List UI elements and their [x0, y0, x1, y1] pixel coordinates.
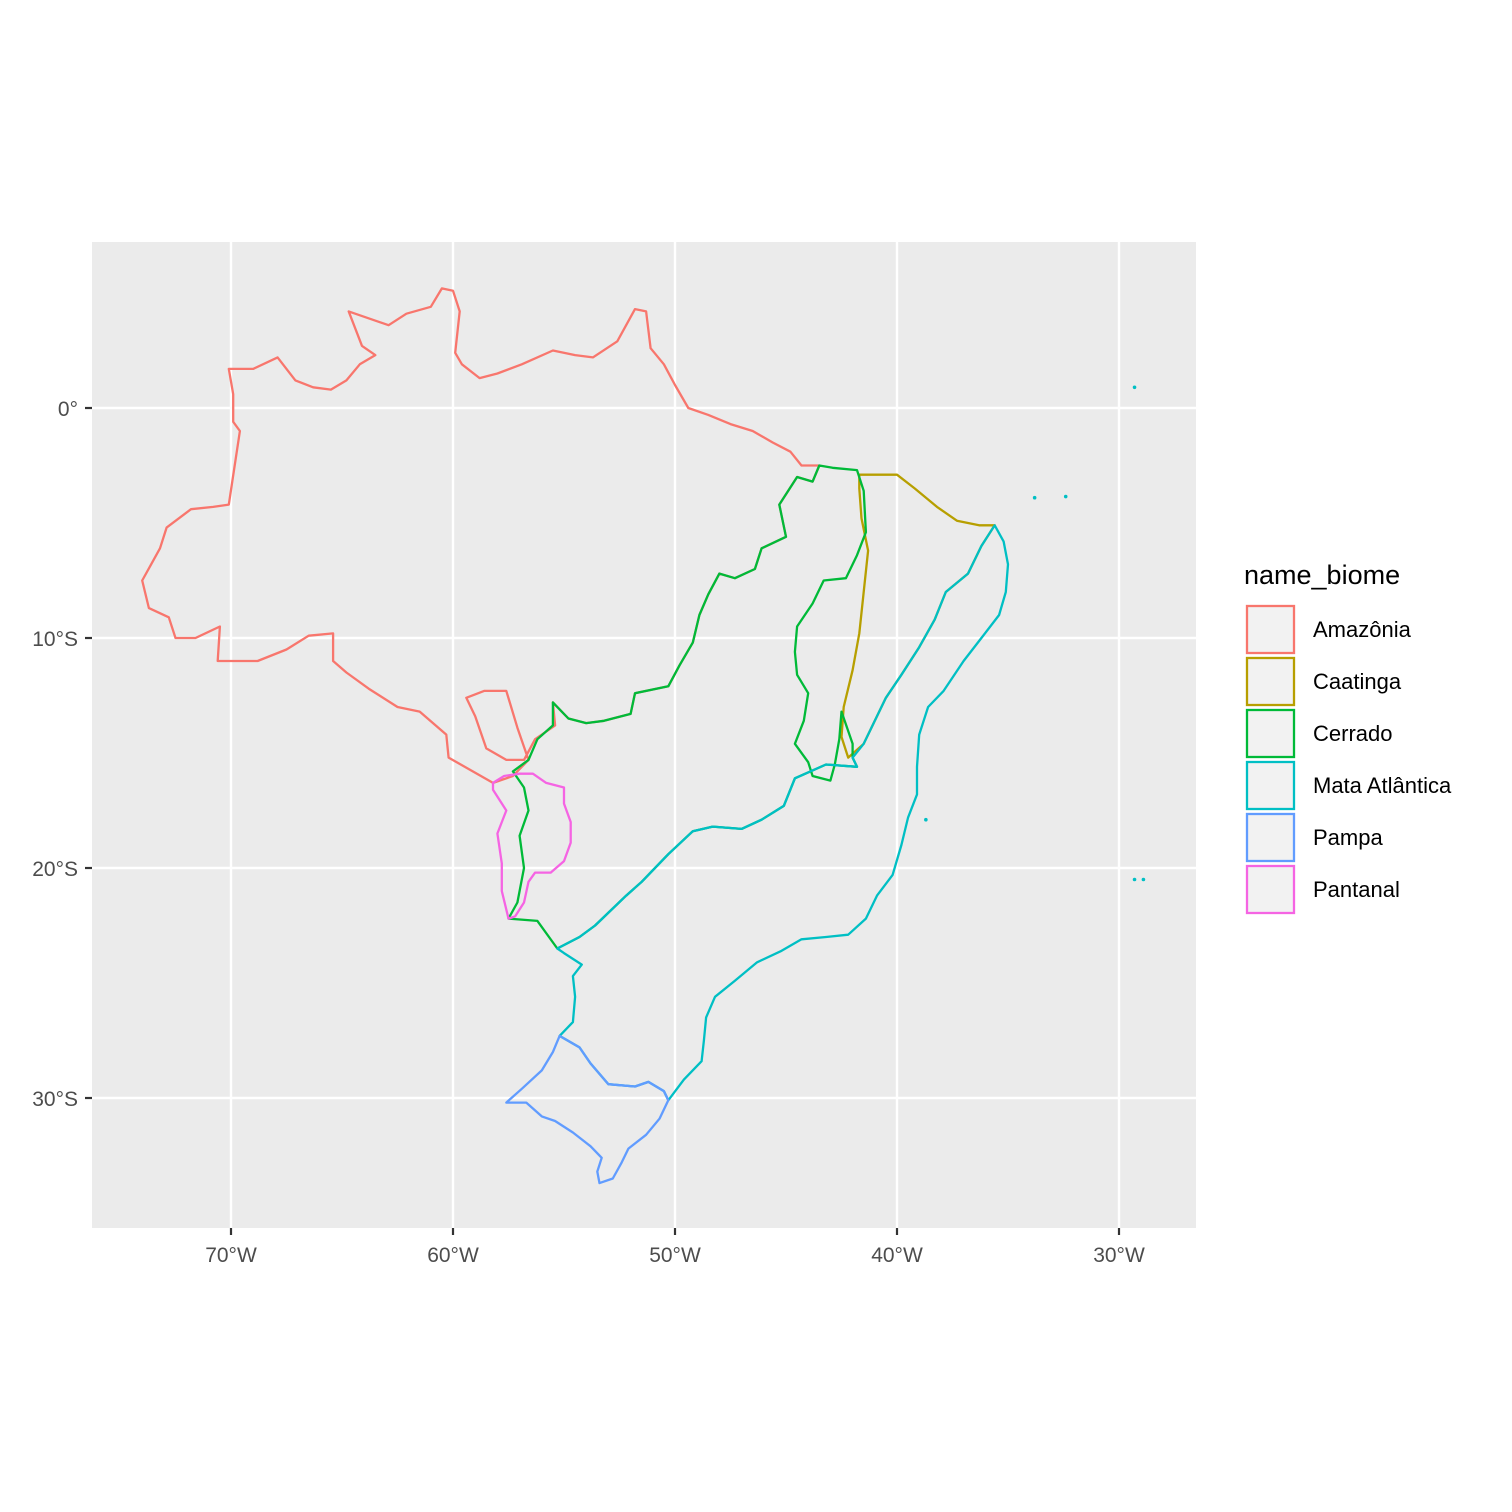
legend-key	[1245, 604, 1296, 655]
legend-label: Pantanal	[1313, 877, 1400, 902]
x-axis-tick-label: 60°W	[427, 1244, 479, 1267]
island-marker	[1141, 877, 1146, 882]
legend-items: Amazônia Caatinga Cerrado Mata Atlântica Pam…	[1245, 604, 1452, 915]
panel-background	[92, 242, 1196, 1228]
island-marker	[1132, 877, 1137, 882]
y-axis-tick-label: 10°S	[32, 628, 78, 651]
gridlines	[92, 242, 1196, 1228]
legend-key	[1245, 656, 1296, 707]
y-axis-tick-label: 0°	[58, 398, 78, 421]
island-marker	[1032, 495, 1037, 500]
y-axis-tick-label: 30°S	[32, 1088, 78, 1111]
legend-key	[1245, 864, 1296, 915]
legend: name_biome Amazônia Caatinga Cerrado Mata A…	[1244, 560, 1452, 915]
legend-key	[1245, 708, 1296, 759]
x-axis-tick-label: 50°W	[649, 1244, 701, 1267]
island-marker	[924, 817, 928, 822]
legend-label: Cerrado	[1313, 721, 1392, 746]
island-marker	[1132, 385, 1137, 390]
biome-outline-pampa	[505, 1034, 670, 1185]
x-axis-tick-label: 30°W	[1093, 1244, 1145, 1267]
biome-outlines	[141, 287, 1146, 1185]
legend-label: Pampa	[1313, 825, 1383, 850]
x-axis-tick-label: 40°W	[871, 1244, 923, 1267]
legend-key	[1245, 760, 1296, 811]
island-marker	[1063, 494, 1068, 499]
legend-label: Amazônia	[1313, 617, 1412, 642]
axis-labels: 70°W 60°W 50°W 40°W 30°W 0° 10°S 20°S 30°S	[32, 398, 1145, 1267]
biome-outline-pantanal	[491, 772, 572, 920]
legend-title: name_biome	[1244, 560, 1400, 590]
legend-label: Caatinga	[1313, 669, 1402, 694]
x-axis-tick-label: 70°W	[205, 1244, 257, 1267]
axis-ticks	[85, 406, 1121, 1235]
legend-label: Mata Atlântica	[1313, 773, 1452, 798]
legend-key	[1245, 812, 1296, 863]
y-axis-tick-label: 20°S	[32, 858, 78, 881]
